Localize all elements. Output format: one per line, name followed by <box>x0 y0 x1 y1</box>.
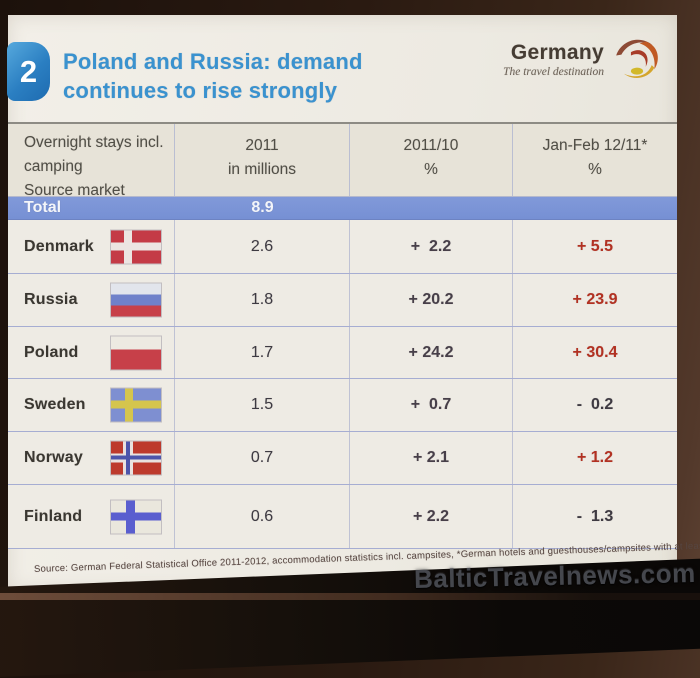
country-label: Finland <box>24 507 83 525</box>
value-2011: 1.8 <box>250 291 274 308</box>
value-2011: 1.5 <box>250 396 274 413</box>
value-2011: 0.7 <box>250 449 274 466</box>
photographed-slide-backdrop: 2 Poland and Russia: demand continues to… <box>0 15 700 678</box>
value-2011-10: + 20.2 <box>408 291 454 308</box>
country-label: Denmark <box>24 237 94 255</box>
value-janfeb: - 1.3 <box>576 507 614 525</box>
value-janfeb: + 1.2 <box>576 449 614 466</box>
russia-flag-icon <box>111 283 161 317</box>
total-label: Total <box>24 199 62 216</box>
slide-title: Poland and Russia: demand continues to r… <box>63 47 363 105</box>
value-janfeb: + 30.4 <box>572 343 618 361</box>
total-row: Total 8.9 <box>8 197 677 220</box>
table-row-finland: Finland 0.6 + 2.2 - 1.3 <box>8 485 677 549</box>
country-label: Russia <box>24 291 78 308</box>
value-2011: 0.6 <box>250 507 274 525</box>
denmark-flag-icon <box>111 230 161 263</box>
value-2011-10: + 2.1 <box>412 449 450 466</box>
slide-title-line1: Poland and Russia: demand <box>63 49 363 74</box>
value-2011-10: + 24.2 <box>408 343 454 361</box>
overnight-stays-table: Overnight stays incl. camping Source mar… <box>8 122 677 549</box>
slide-title-line2: continues to rise strongly <box>63 78 338 103</box>
header-janfeb-12-11-pct: Jan-Feb 12/11* % <box>542 137 648 178</box>
finland-flag-icon <box>111 500 161 533</box>
country-label: Norway <box>24 449 83 466</box>
logo-tagline: The travel destination <box>503 66 604 78</box>
table-row-denmark: Denmark 2.6 + 2.2 + 5.5 <box>8 220 677 274</box>
value-2011: 1.7 <box>250 343 274 361</box>
table-row-norway: Norway 0.7 + 2.1 + 1.2 <box>8 432 677 485</box>
table-row-poland: Poland 1.7 + 24.2 + 30.4 <box>8 327 677 379</box>
logo-wordmark: Germany <box>510 41 604 64</box>
germany-tourism-logo: Germany The travel destination <box>503 33 663 85</box>
total-2011-value: 8.9 <box>251 199 274 216</box>
value-2011-10: + 2.2 <box>412 507 450 525</box>
table-row-russia: Russia 1.8 + 20.2 + 23.9 <box>8 274 677 327</box>
table-row-sweden: Sweden 1.5 + 0.7 - 0.2 <box>8 379 677 432</box>
header-2011-millions: 2011 in millions <box>175 124 350 196</box>
sweden-flag-icon <box>111 388 161 422</box>
norway-flag-icon <box>111 441 161 475</box>
country-label: Poland <box>24 343 79 361</box>
watermark: BalticTravelnews.com <box>414 558 697 594</box>
poland-flag-icon <box>111 336 161 369</box>
table-header-row: Overnight stays incl. camping Source mar… <box>8 124 677 199</box>
value-janfeb: + 23.9 <box>572 291 618 308</box>
value-2011-10: + 2.2 <box>410 237 452 255</box>
header-source-market: Overnight stays incl. camping Source mar… <box>8 124 175 199</box>
logo-text: Germany The travel destination <box>503 41 604 78</box>
value-2011: 2.6 <box>250 237 274 255</box>
germany-swirl-icon <box>616 39 658 78</box>
value-2011-10: + 0.7 <box>410 396 452 413</box>
value-janfeb: - 0.2 <box>576 396 614 413</box>
country-label: Sweden <box>24 396 86 413</box>
value-janfeb: + 5.5 <box>576 237 614 255</box>
presentation-slide: 2 Poland and Russia: demand continues to… <box>7 15 700 591</box>
slide-number-badge: 2 <box>7 42 50 101</box>
photo-bottom-strip <box>0 593 700 600</box>
header-2011-10-pct: 2011/10 % <box>350 124 513 196</box>
